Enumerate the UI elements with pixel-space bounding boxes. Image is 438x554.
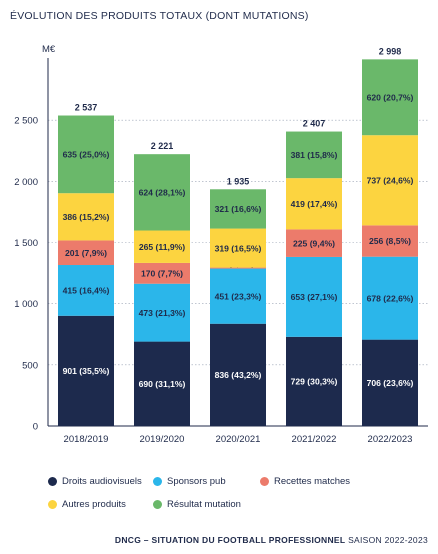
legend-swatch bbox=[48, 500, 57, 509]
y-tick-label: 1 500 bbox=[14, 238, 38, 249]
data-label: 386 (15,2%) bbox=[63, 212, 110, 222]
legend-swatch bbox=[260, 477, 269, 486]
bar-segment bbox=[134, 283, 190, 342]
y-axis-unit-label: M€ bbox=[42, 44, 56, 55]
bar-segment bbox=[362, 339, 418, 426]
x-tick-label: 2022/2023 bbox=[368, 434, 413, 445]
legend-label: Droits audiovisuels bbox=[62, 476, 142, 487]
data-label: 635 (25,0%) bbox=[63, 150, 110, 160]
bar-segment bbox=[134, 262, 190, 284]
x-tick-label: 2018/2019 bbox=[64, 434, 109, 445]
data-label: 737 (24,6%) bbox=[367, 175, 414, 185]
data-label: 225 (9,4%) bbox=[293, 238, 335, 248]
bar-segment bbox=[134, 341, 190, 426]
bar-segment bbox=[58, 265, 114, 316]
bar-segment bbox=[362, 135, 418, 226]
total-label: 1 935 bbox=[227, 176, 250, 186]
chart-title: ÉVOLUTION DES PRODUITS TOTAUX (DONT MUTA… bbox=[10, 10, 309, 22]
data-label: 690 (31,1%) bbox=[139, 379, 186, 389]
bar-segment bbox=[362, 59, 418, 136]
data-label: 729 (30,3%) bbox=[291, 377, 338, 387]
legend-swatch bbox=[153, 477, 162, 486]
bar-segment bbox=[58, 115, 114, 194]
legend-label: Autres produits bbox=[62, 499, 126, 510]
data-label: 265 (11,9%) bbox=[139, 242, 185, 252]
data-label: 381 (15,8%) bbox=[291, 150, 338, 160]
legend-item: Droits audiovisuels bbox=[48, 476, 142, 487]
legend-label: Recettes matches bbox=[274, 476, 351, 487]
bar-segment bbox=[286, 229, 342, 257]
data-label: 256 (8,5%) bbox=[369, 236, 411, 246]
data-label: 419 (17,4%) bbox=[291, 199, 338, 209]
legend-label: Résultat mutation bbox=[167, 499, 241, 510]
legend-item: Recettes matches bbox=[260, 476, 350, 487]
y-tick-label: 0 bbox=[33, 422, 38, 433]
footer: DNCG – SITUATION DU FOOTBALL PROFESSIONN… bbox=[115, 535, 428, 545]
x-tick-label: 2019/2020 bbox=[140, 434, 185, 445]
data-label: 653 (27,1%) bbox=[291, 292, 338, 302]
data-label: 170 (7,7%) bbox=[141, 269, 183, 279]
bar-segment bbox=[58, 193, 114, 241]
data-label: 321 (16,6%) bbox=[215, 204, 262, 214]
y-tick-label: 500 bbox=[22, 360, 38, 371]
bar-segment bbox=[134, 230, 190, 263]
bar-segment bbox=[58, 315, 114, 426]
bar-segment bbox=[210, 323, 266, 426]
bar-segment bbox=[286, 336, 342, 426]
bar-segment bbox=[210, 267, 266, 269]
bar-segment bbox=[210, 228, 266, 268]
legend-item: Autres produits bbox=[48, 499, 126, 510]
bar-segment bbox=[134, 154, 190, 231]
x-tick-label: 2020/2021 bbox=[216, 434, 261, 445]
total-label: 2 407 bbox=[303, 119, 326, 129]
data-label: 901 (35,5%) bbox=[63, 366, 110, 376]
data-label: 678 (22,6%) bbox=[367, 293, 414, 303]
data-label: 201 (7,9%) bbox=[65, 248, 107, 258]
data-label: 620 (20,7%) bbox=[367, 92, 414, 102]
data-label: 319 (16,5%) bbox=[215, 243, 262, 253]
data-label: 836 (43,2%) bbox=[215, 370, 262, 380]
bar-segment bbox=[286, 131, 342, 179]
data-label: 415 (16,4%) bbox=[63, 286, 110, 296]
data-label: 451 (23,3%) bbox=[215, 291, 262, 301]
bar-segment bbox=[58, 240, 114, 266]
data-label: 624 (28,1%) bbox=[139, 188, 186, 198]
total-label: 2 998 bbox=[379, 46, 402, 56]
bar-segment bbox=[210, 268, 266, 324]
bar-segment bbox=[286, 178, 342, 230]
legend-swatch bbox=[48, 477, 57, 486]
bar-segment bbox=[286, 256, 342, 337]
legend-swatch bbox=[153, 500, 162, 509]
data-label: 706 (23,6%) bbox=[367, 378, 414, 388]
legend-label: Sponsors pub bbox=[167, 476, 226, 487]
total-label: 2 221 bbox=[151, 141, 174, 151]
y-tick-label: 1 000 bbox=[14, 299, 38, 310]
total-label: 2 537 bbox=[75, 103, 98, 113]
bar-segment bbox=[362, 256, 418, 340]
bar-segment bbox=[210, 189, 266, 229]
x-tick-label: 2021/2022 bbox=[292, 434, 337, 445]
footer-season: SAISON 2022-2023 bbox=[348, 535, 428, 545]
legend-item: Résultat mutation bbox=[153, 499, 241, 510]
bar-segment bbox=[362, 225, 418, 257]
y-tick-label: 2 500 bbox=[14, 116, 38, 127]
data-label: 473 (21,3%) bbox=[139, 308, 186, 318]
legend-item: Sponsors pub bbox=[153, 476, 226, 487]
footer-title: DNCG – SITUATION DU FOOTBALL PROFESSIONN… bbox=[114, 535, 346, 545]
y-tick-label: 2 000 bbox=[14, 177, 38, 188]
